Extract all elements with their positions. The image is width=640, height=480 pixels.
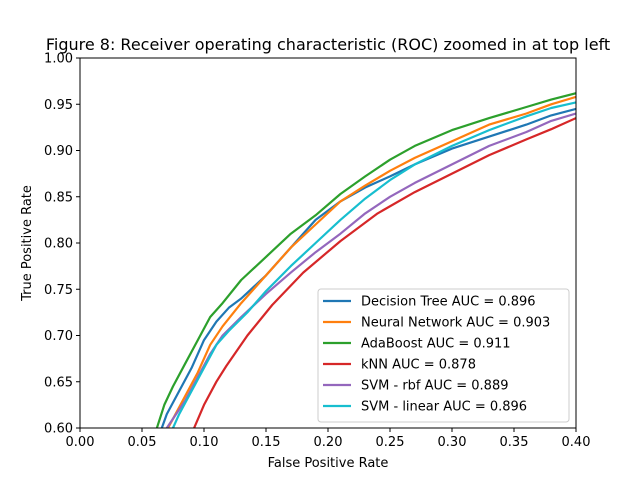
legend-label: Decision Tree AUC = 0.896 [361, 295, 536, 310]
y-tick-label: 0.95 [44, 98, 73, 113]
legend-label: SVM - rbf AUC = 0.889 [361, 379, 508, 394]
legend: Decision Tree AUC = 0.896 Neural Network … [317, 288, 570, 423]
x-axis-label: False Positive Rate [268, 456, 389, 471]
y-tick-label: 0.70 [44, 329, 73, 344]
y-tick-label: 0.90 [44, 144, 73, 159]
x-tick-label: 0.40 [562, 435, 591, 450]
x-axis: 0.00 0.05 0.10 0.15 0.20 0.25 0.30 0.35 0.40 [66, 428, 591, 450]
series-line-3 [193, 117, 576, 428]
y-axis: 0.60 0.65 0.70 0.75 0.80 0.85 0.90 0.95 1.00 [44, 52, 80, 437]
series-line-0 [160, 107, 576, 428]
series-line-2 [155, 92, 576, 428]
legend-label: kNN AUC = 0.878 [361, 358, 476, 373]
series-line-4 [165, 112, 576, 428]
legend-label: AdaBoost AUC = 0.911 [361, 337, 511, 352]
legend-label: Neural Network AUC = 0.903 [361, 316, 550, 331]
series-line-1 [167, 95, 576, 428]
y-tick-label: 1.00 [44, 52, 73, 67]
y-axis-label: True Positive Rate [20, 185, 35, 302]
legend-label: SVM - linear AUC = 0.896 [361, 400, 527, 415]
x-tick-label: 0.05 [128, 435, 157, 450]
chart-title: Figure 8: Receiver operating characteris… [46, 35, 610, 54]
x-tick-label: 0.20 [314, 435, 343, 450]
y-tick-label: 0.80 [44, 237, 73, 252]
x-tick-label: 0.00 [66, 435, 95, 450]
x-tick-label: 0.30 [438, 435, 467, 450]
x-tick-label: 0.35 [500, 435, 529, 450]
x-tick-label: 0.10 [190, 435, 219, 450]
x-tick-label: 0.25 [376, 435, 405, 450]
y-tick-label: 0.60 [44, 422, 73, 437]
x-tick-label: 0.15 [252, 435, 281, 450]
legend-box [317, 288, 570, 423]
series-line-5 [171, 101, 576, 428]
y-tick-label: 0.65 [44, 375, 73, 390]
series-lines [155, 92, 576, 428]
y-tick-label: 0.75 [44, 283, 73, 298]
y-tick-label: 0.85 [44, 190, 73, 205]
